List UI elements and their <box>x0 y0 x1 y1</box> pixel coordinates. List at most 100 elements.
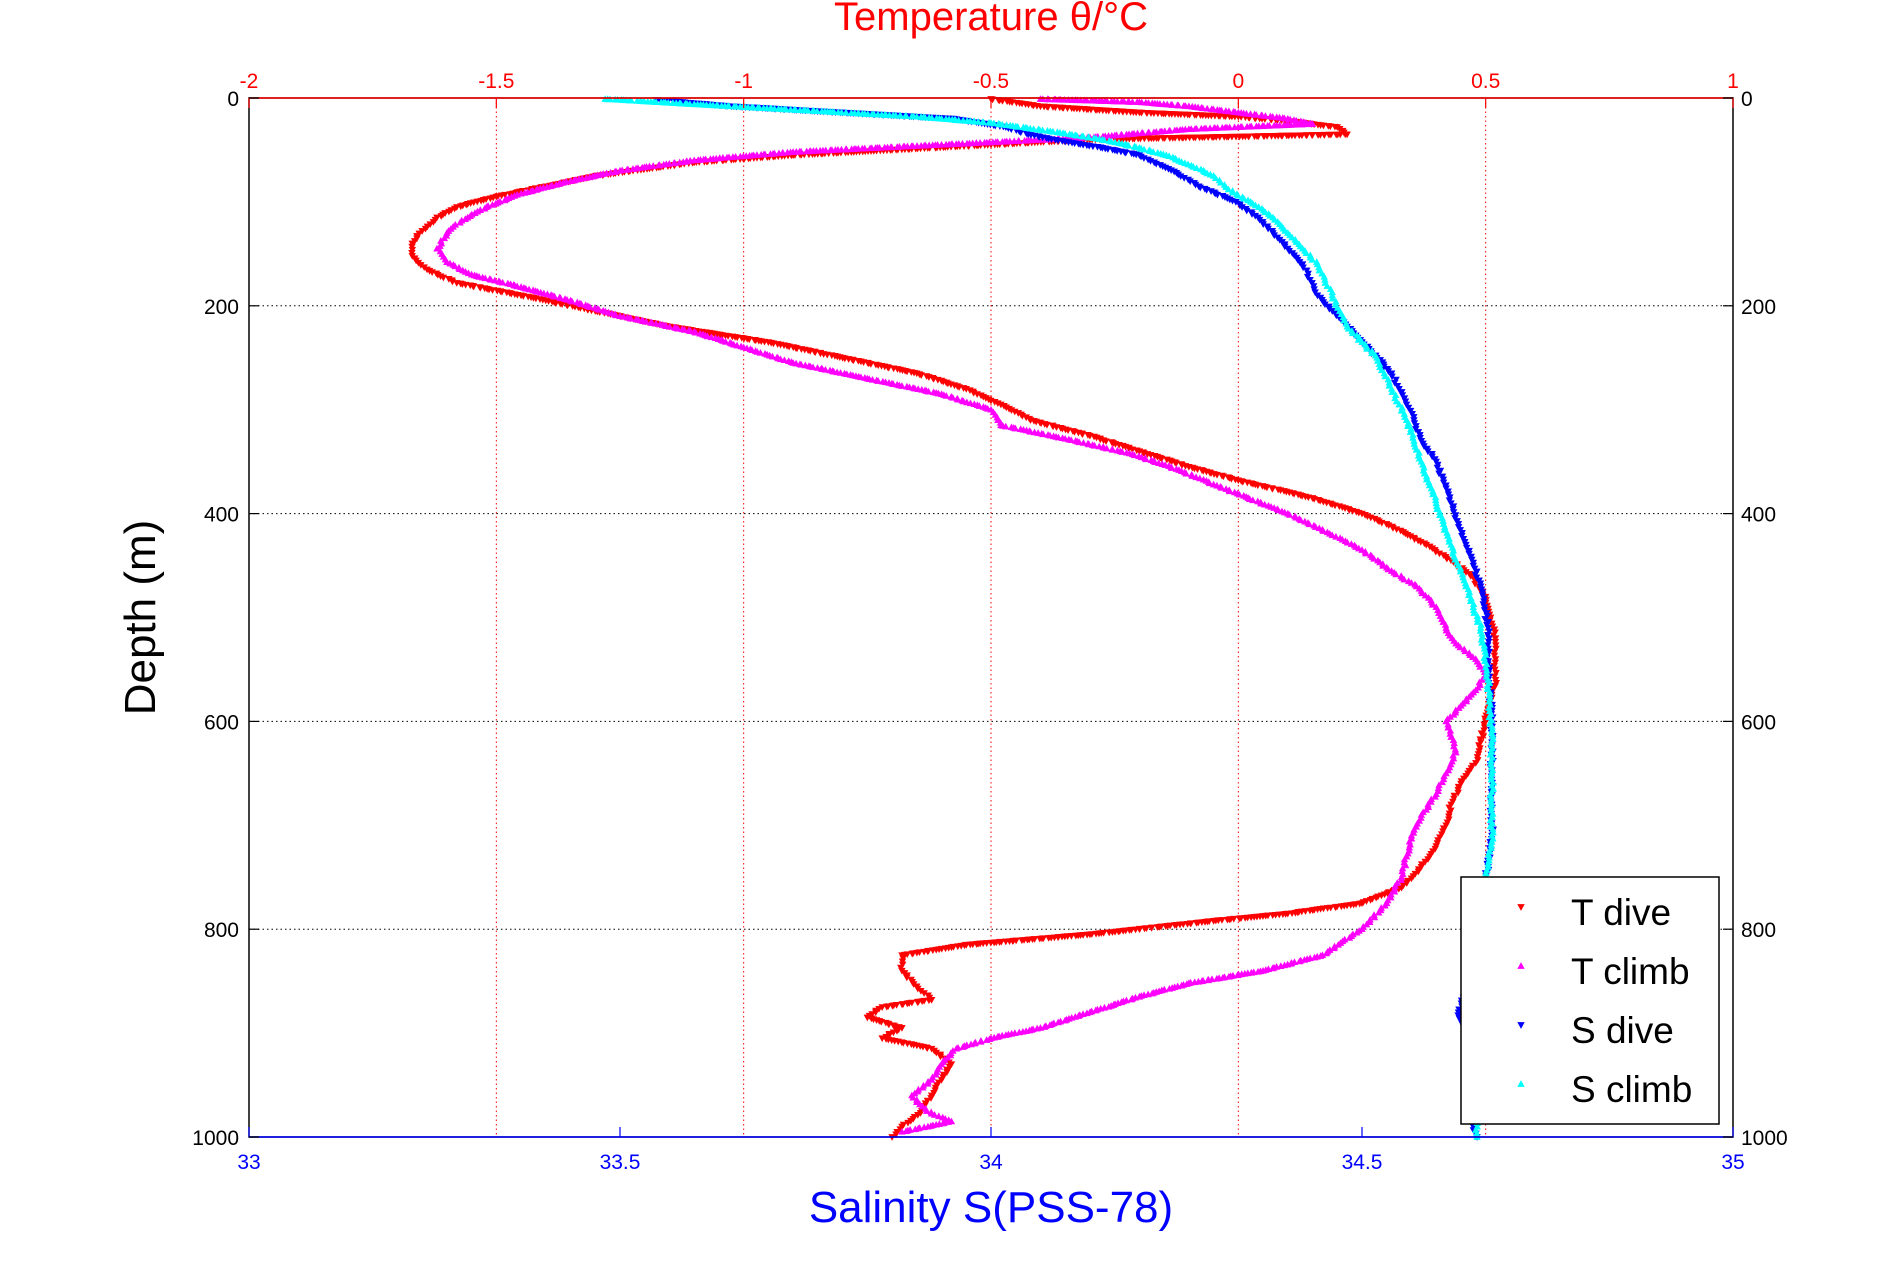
data-point <box>1470 609 1478 616</box>
data-point <box>1334 940 1342 948</box>
data-point <box>1343 538 1352 546</box>
data-point <box>1075 438 1083 446</box>
data-point <box>1485 635 1493 643</box>
data-point <box>550 292 559 300</box>
data-point <box>1348 329 1357 337</box>
data-point <box>1395 400 1403 408</box>
data-point <box>990 119 998 127</box>
data-point <box>1328 531 1336 539</box>
data-point <box>1168 101 1176 108</box>
data-point <box>1491 635 1500 643</box>
data-point <box>922 1107 931 1114</box>
data-point <box>1171 922 1179 929</box>
data-point <box>1407 579 1416 586</box>
data-point <box>677 99 685 107</box>
data-point <box>1268 912 1277 919</box>
data-point <box>1165 984 1174 992</box>
data-point <box>1011 424 1020 432</box>
legend-marker <box>1517 1022 1525 1029</box>
data-point <box>1040 1023 1049 1030</box>
legend-label: T dive <box>1571 892 1671 933</box>
data-point <box>1388 388 1396 395</box>
data-point <box>1205 479 1214 487</box>
data-point <box>1039 95 1047 102</box>
data-point <box>670 159 678 167</box>
data-point <box>1319 122 1328 130</box>
data-point <box>1013 123 1022 130</box>
data-point <box>1015 1028 1023 1036</box>
left-axis-tick-label: 400 <box>204 504 239 527</box>
bottom-axis-tick-label: 34 <box>979 1151 1003 1174</box>
data-point <box>1100 136 1108 144</box>
data-point <box>804 106 812 114</box>
data-point <box>1162 923 1170 930</box>
right-axis-tick-label: 600 <box>1741 711 1776 734</box>
bottom-axis-tick-label: 34.5 <box>1342 1151 1383 1174</box>
data-point <box>1044 935 1053 942</box>
data-point <box>1243 122 1251 130</box>
data-point <box>627 314 635 322</box>
data-point <box>665 322 674 330</box>
data-point <box>893 143 901 150</box>
data-point <box>1344 324 1353 332</box>
data-point <box>1026 427 1035 435</box>
data-point <box>1105 929 1113 937</box>
data-point <box>652 319 660 327</box>
data-point <box>1288 233 1296 241</box>
data-point <box>642 317 650 325</box>
data-point <box>652 98 660 105</box>
data-point <box>1492 642 1500 650</box>
data-point <box>1370 913 1379 921</box>
data-point <box>1213 191 1222 199</box>
data-point <box>680 326 689 333</box>
legend-label: S dive <box>1571 1010 1674 1051</box>
data-point <box>1268 485 1277 493</box>
data-point <box>952 1044 961 1052</box>
data-point <box>1314 132 1322 139</box>
data-point <box>1190 978 1199 986</box>
data-point <box>1002 422 1010 430</box>
data-point <box>1377 366 1386 374</box>
data-point <box>1341 131 1349 139</box>
left-axis-tick-label: 200 <box>204 296 239 319</box>
data-point <box>874 377 882 384</box>
data-point <box>501 196 509 204</box>
y-axis-label: Depth (m) <box>116 520 165 716</box>
legend-label: S climb <box>1571 1069 1692 1110</box>
data-point <box>1079 439 1088 446</box>
left-axis-tick-label: 1000 <box>192 1127 239 1150</box>
bottom-axis-tick-label: 33.5 <box>600 1151 641 1174</box>
data-point <box>1490 649 1499 656</box>
data-point <box>937 114 946 122</box>
data-point <box>1400 575 1408 583</box>
data-point <box>623 166 631 173</box>
data-point <box>920 948 928 956</box>
data-point <box>1218 123 1227 131</box>
data-point <box>1102 438 1110 445</box>
data-point <box>566 177 575 184</box>
data-point <box>1517 1022 1525 1029</box>
data-point <box>1397 406 1406 414</box>
data-point <box>440 234 449 242</box>
data-point <box>1491 659 1499 667</box>
data-point <box>1235 915 1244 923</box>
data-point <box>1054 433 1063 441</box>
data-point <box>1144 128 1152 136</box>
data-point <box>780 356 789 364</box>
data-point <box>488 201 497 208</box>
data-point <box>1171 126 1179 134</box>
data-point <box>1199 104 1207 112</box>
data-point <box>821 365 830 373</box>
data-point <box>776 355 785 363</box>
data-point <box>1185 111 1194 119</box>
right-axis-tick-label: 1000 <box>1741 1127 1788 1150</box>
data-point <box>675 158 684 166</box>
data-point <box>660 160 668 168</box>
data-point <box>1473 618 1482 625</box>
data-point <box>1455 704 1463 711</box>
legend-box <box>1460 876 1720 1125</box>
data-point <box>1192 920 1201 927</box>
data-point <box>629 165 637 172</box>
top-axis-tick-label: -1 <box>734 70 753 93</box>
